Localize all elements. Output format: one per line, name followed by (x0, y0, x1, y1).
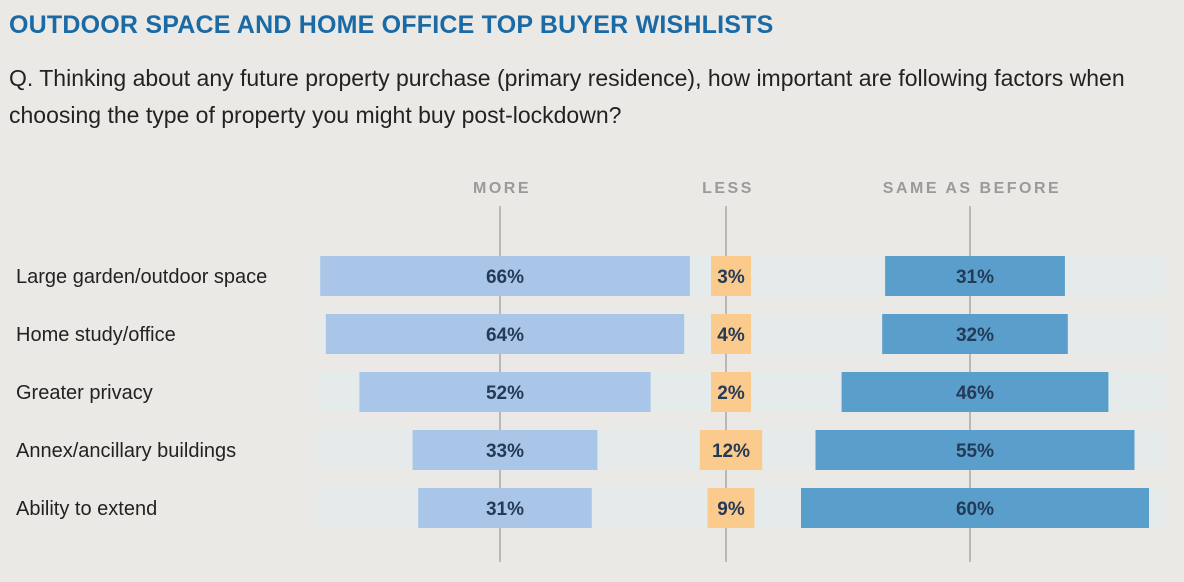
value-label-same-as-before: 31% (956, 267, 994, 288)
row-label: Ability to extend (16, 498, 157, 520)
survey-question: Q. Thinking about any future property pu… (9, 65, 1125, 128)
row-label: Greater privacy (16, 382, 153, 404)
bar-less (699, 430, 763, 470)
bar-same-as-before (815, 430, 1135, 470)
bar-same-as-before (801, 488, 1149, 528)
bar-more (418, 488, 592, 528)
value-label-less: 2% (717, 383, 745, 404)
row-label: Large garden/outdoor space (16, 266, 267, 288)
value-label-less: 3% (717, 267, 745, 288)
bar-more (359, 372, 651, 412)
value-label-same-as-before: 55% (956, 441, 994, 462)
bar-more (412, 430, 598, 470)
bar-less (711, 372, 751, 412)
value-label-less: 9% (717, 499, 745, 520)
column-header-more: MORE (473, 180, 531, 197)
value-label-more: 64% (486, 325, 524, 346)
bar-less (711, 314, 751, 354)
value-label-more: 66% (486, 267, 524, 288)
bar-more (325, 314, 685, 354)
value-label-same-as-before: 60% (956, 499, 994, 520)
bar-same-as-before (841, 372, 1109, 412)
column-header-less: LESS (702, 180, 754, 197)
chart-title: OUTDOOR SPACE AND HOME OFFICE TOP BUYER … (9, 11, 774, 39)
value-label-more: 33% (486, 441, 524, 462)
row-label: Home study/office (16, 324, 176, 346)
value-label-less: 12% (712, 441, 750, 462)
value-label-same-as-before: 46% (956, 383, 994, 404)
column-header-same-as-before: SAME AS BEFORE (883, 180, 1061, 197)
bar-more (320, 256, 690, 296)
value-label-more: 31% (486, 499, 524, 520)
value-label-same-as-before: 32% (956, 325, 994, 346)
value-label-more: 52% (486, 383, 524, 404)
row-label: Annex/ancillary buildings (16, 440, 236, 462)
bar-less (707, 488, 755, 528)
value-label-less: 4% (717, 325, 745, 346)
bar-same-as-before (882, 314, 1068, 354)
bar-less (711, 256, 751, 296)
bar-same-as-before (885, 256, 1065, 296)
